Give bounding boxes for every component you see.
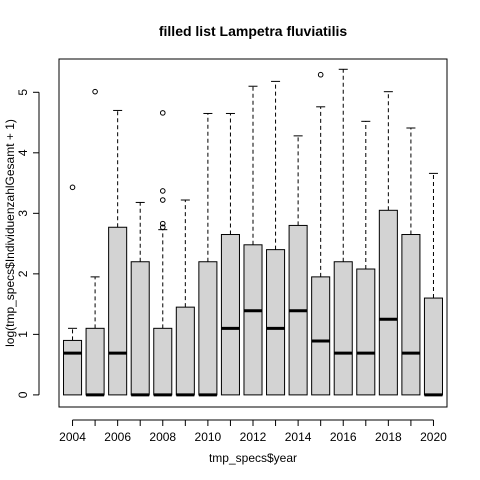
- box: [153, 327, 173, 396]
- box: [423, 297, 443, 396]
- box: [311, 276, 331, 396]
- box: [198, 261, 218, 396]
- box: [243, 244, 263, 396]
- x-tick-label: 2018: [375, 430, 402, 444]
- outlier-point: [317, 71, 324, 78]
- box: [333, 261, 353, 396]
- y-tick-label: 2: [16, 270, 30, 277]
- box: [175, 306, 195, 396]
- outlier-point: [159, 188, 166, 194]
- outlier-point: [159, 110, 166, 116]
- x-tick-label: 2020: [420, 430, 447, 444]
- outlier-point: [159, 220, 166, 227]
- chart-title: filled list Lampetra fluviatilis: [159, 23, 347, 39]
- x-tick-label: 2012: [240, 430, 267, 444]
- y-tick-label: 4: [16, 149, 30, 156]
- x-tick-label: 2004: [59, 430, 86, 444]
- plot-frame: [58, 58, 448, 408]
- outlier-point: [159, 224, 166, 231]
- box: [108, 226, 128, 396]
- x-tick-label: 2008: [149, 430, 176, 444]
- box: [130, 261, 150, 396]
- x-tick-label: 2014: [285, 430, 312, 444]
- outlier-point: [69, 184, 76, 191]
- plot-area: 0 1 2 3 4 5 2004 2006 2008 2010 2012 2014 2016 2018 20…: [16, 58, 448, 444]
- box: [220, 234, 240, 396]
- outlier-point: [92, 88, 98, 95]
- x-axis-label: tmp_specs$year: [209, 451, 297, 465]
- box: [63, 339, 83, 396]
- x-tick-label: 2006: [104, 430, 131, 444]
- x-tick-label: 2010: [195, 430, 222, 444]
- y-tick-label: 3: [16, 210, 30, 217]
- y-axis-label: log(tmp_specs$IndividuenzahlGesamt + 1): [3, 119, 17, 347]
- box: [378, 209, 398, 396]
- y-tick-label: 5: [16, 89, 30, 96]
- y-tick-label: 1: [16, 331, 30, 338]
- y-tick-label: 0: [16, 391, 30, 398]
- box: [401, 234, 421, 396]
- x-tick-label: 2016: [330, 430, 357, 444]
- box: [85, 327, 105, 396]
- outlier-point: [159, 197, 166, 203]
- box: [266, 249, 286, 396]
- box: [356, 268, 376, 396]
